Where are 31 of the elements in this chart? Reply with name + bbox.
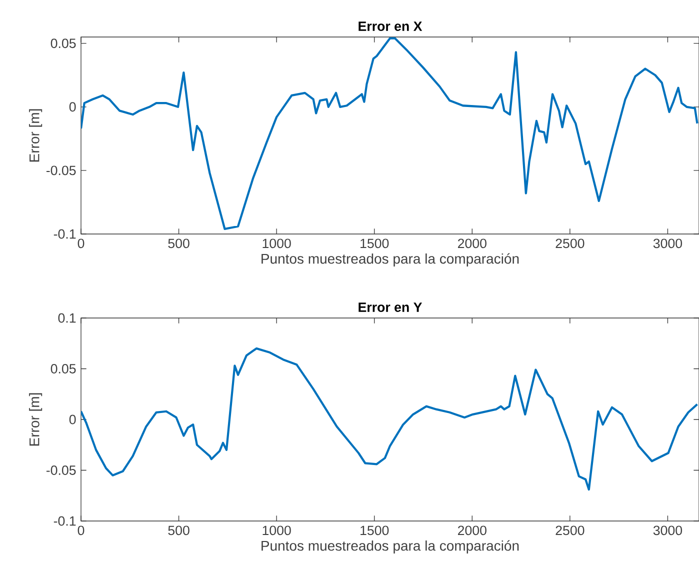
line-series xyxy=(81,347,698,491)
x-tick-label: 2500 xyxy=(556,526,584,536)
x-tick-label: 500 xyxy=(168,238,190,248)
y-axis-title: Error [m] xyxy=(29,393,42,446)
x-tick-label: 0 xyxy=(78,526,84,536)
x-tick-label: 1000 xyxy=(262,526,291,536)
y-tick-label: -0.05 xyxy=(46,466,76,475)
x-axis-title: Puntos muestreados para la comparación xyxy=(262,540,519,554)
x-tick-label: 1000 xyxy=(262,238,291,248)
x-tick-label: 2000 xyxy=(458,238,486,248)
x-tick-label: 2500 xyxy=(556,238,584,248)
y-tick-label: 0 xyxy=(69,414,76,424)
x-tick-label: 3000 xyxy=(653,238,682,248)
chart-title: Error en Y xyxy=(358,302,422,312)
y-tick-label: 0 xyxy=(69,102,76,112)
x-tick-label: 0 xyxy=(78,238,84,248)
y-tick-label: -0.1 xyxy=(54,516,76,526)
line-series xyxy=(81,37,698,230)
y-tick-label: 0.1 xyxy=(58,313,76,323)
chart-title: Error en X xyxy=(358,22,422,31)
y-tick-label: 0.05 xyxy=(50,364,76,374)
x-tick-label: 1500 xyxy=(360,238,389,248)
y-axis-title: Error [m] xyxy=(29,109,42,162)
y-tick-label: -0.05 xyxy=(46,166,76,176)
x-tick-label: 1500 xyxy=(360,526,389,536)
y-tick-label: 0.05 xyxy=(50,38,76,48)
x-axis-title: Puntos muestreados para la comparación xyxy=(262,253,519,267)
x-tick-label: 2000 xyxy=(458,526,486,536)
y-tick-label: -0.1 xyxy=(54,229,76,239)
x-tick-label: 500 xyxy=(168,526,190,536)
x-tick-label: 3000 xyxy=(653,526,682,536)
